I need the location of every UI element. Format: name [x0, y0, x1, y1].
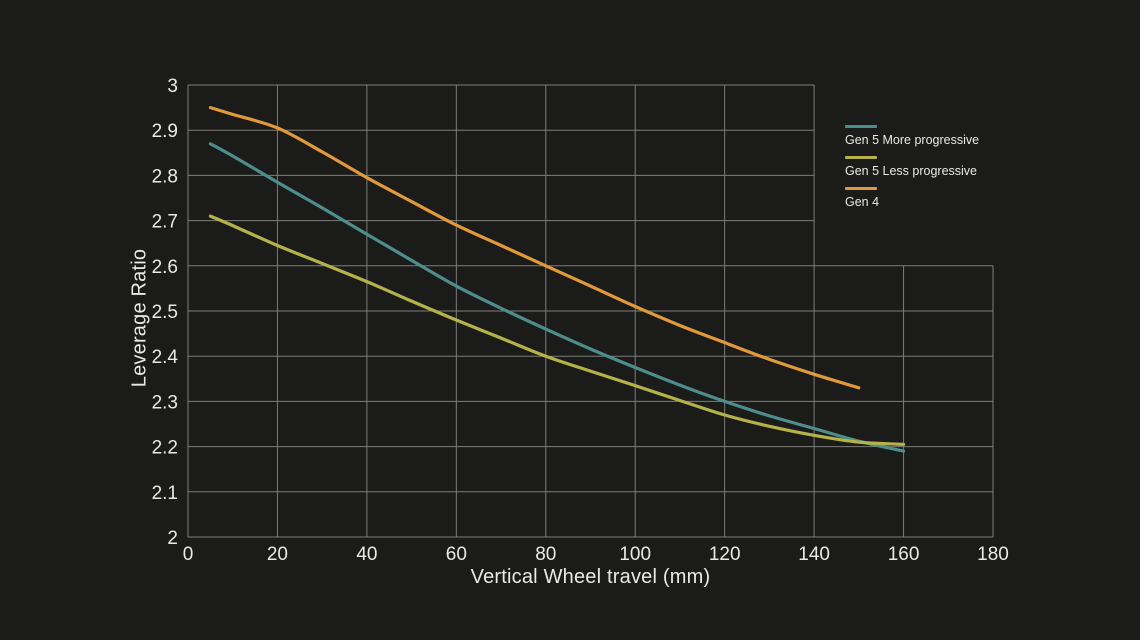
svg-text:60: 60 [446, 544, 467, 565]
x-axis-title: Vertical Wheel travel (mm) [470, 566, 711, 588]
legend-swatch-gen5-more [845, 125, 877, 128]
axis-tick-labels: 2 2.1 2.2 2.3 2.4 2.5 2.6 2.7 2.8 2.9 3 0 20 40 60 80 10… [152, 76, 1009, 565]
svg-text:2.9: 2.9 [152, 121, 178, 142]
legend-label-gen5-more: Gen 5 More progressive [845, 133, 980, 147]
svg-text:2: 2 [167, 528, 178, 549]
grid-lines [187, 84, 994, 538]
svg-text:160: 160 [888, 544, 920, 565]
legend-label-gen4: Gen 4 [845, 195, 880, 209]
svg-text:20: 20 [267, 544, 288, 565]
svg-text:3: 3 [167, 76, 178, 97]
legend-item-gen5-less: Gen 5 Less progressive [845, 156, 979, 178]
svg-text:2.1: 2.1 [152, 483, 178, 504]
svg-text:140: 140 [798, 544, 830, 565]
svg-text:120: 120 [709, 544, 741, 565]
svg-text:2.8: 2.8 [152, 166, 178, 187]
legend-item-gen4: Gen 4 [845, 187, 979, 209]
svg-text:0: 0 [183, 544, 194, 565]
svg-text:2.7: 2.7 [152, 212, 178, 233]
legend-swatch-gen5-less [845, 156, 877, 159]
svg-text:80: 80 [535, 544, 556, 565]
legend-label-gen5-less: Gen 5 Less progressive [845, 164, 978, 178]
svg-text:2.3: 2.3 [152, 392, 178, 413]
svg-text:2.6: 2.6 [152, 257, 178, 278]
legend-swatch-gen4 [845, 187, 877, 190]
legend-item-gen5-more: Gen 5 More progressive [845, 125, 979, 147]
svg-text:2.2: 2.2 [152, 438, 178, 459]
svg-text:2.5: 2.5 [152, 302, 178, 323]
series-lines [208, 106, 906, 453]
svg-text:2.4: 2.4 [152, 347, 179, 368]
svg-text:40: 40 [356, 544, 377, 565]
svg-text:100: 100 [619, 544, 651, 565]
legend: Gen 5 More progressive Gen 5 Less progre… [845, 125, 979, 218]
svg-text:180: 180 [977, 544, 1009, 565]
y-axis-title: Leverage Ratio [128, 248, 151, 388]
